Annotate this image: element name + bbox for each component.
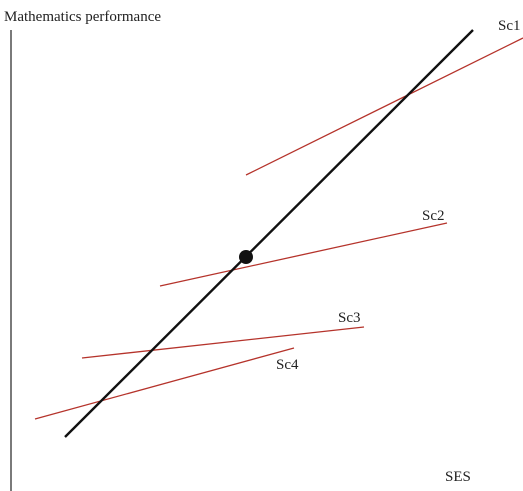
school-line-sc3 [81, 326, 365, 359]
school-label-sc2: Sc2 [422, 208, 445, 224]
school-line-sc4 [34, 347, 295, 420]
school-label-sc4: Sc4 [276, 357, 299, 373]
x-axis-label: SES [445, 469, 471, 485]
overall-regression-line [64, 29, 474, 438]
school-label-sc1: Sc1 [498, 18, 521, 34]
school-label-sc3: Sc3 [338, 310, 361, 326]
school-line-sc2 [159, 222, 448, 287]
y-axis-label: Mathematics performance [4, 9, 161, 25]
school-line-sc1 [245, 37, 523, 176]
highlighted-point [239, 250, 253, 264]
